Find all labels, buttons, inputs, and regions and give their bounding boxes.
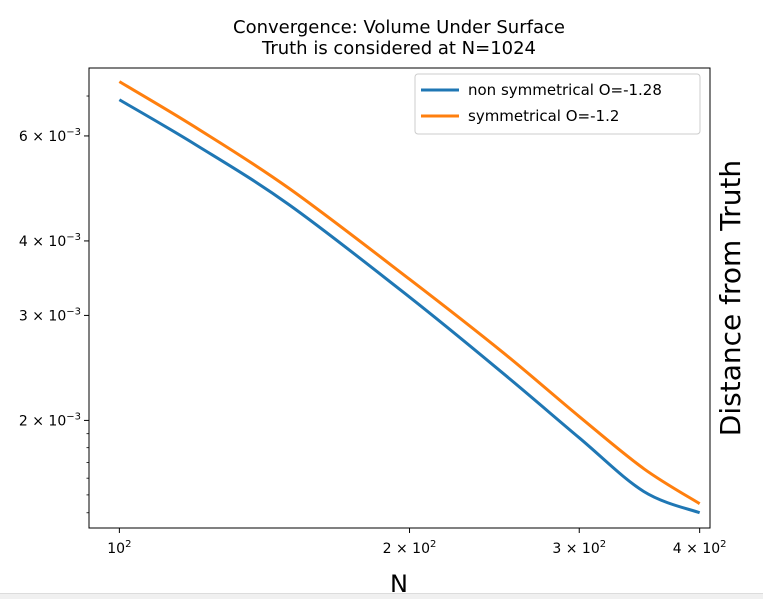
- plot-area: [88, 67, 711, 529]
- legend-box: [414, 73, 701, 135]
- y-tick-label: 4 × 10−3: [19, 232, 81, 250]
- y-axis-label: Distance from Truth: [714, 160, 747, 436]
- x-tick-label: 4 × 102: [673, 539, 727, 557]
- series-line-symmetrical: [118, 80, 701, 505]
- legend: non symmetrical O=-1.28 symmetrical O=-1…: [414, 73, 701, 135]
- x-axis-label: N: [390, 570, 408, 598]
- bottom-strip: [0, 593, 763, 599]
- y-tick-label: 6 × 10−3: [19, 127, 81, 145]
- legend-label-symmetrical: symmetrical O=-1.2: [468, 107, 619, 125]
- series-line-non-symmetrical: [118, 98, 701, 515]
- x-tick-label: 102: [107, 539, 131, 557]
- tick-group: 102 2 × 102 3 × 102 4 × 102 6 × 10−3 4 × 10−3…: [19, 95, 727, 557]
- series-group: [118, 80, 701, 515]
- x-tick-label: 2 × 102: [383, 539, 437, 557]
- y-tick-label: 2 × 10−3: [19, 411, 81, 429]
- x-tick-label: 3 × 102: [552, 539, 606, 557]
- chart-title: Convergence: Volume Under Surface: [233, 17, 565, 38]
- legend-label-non-symmetrical: non symmetrical O=-1.28: [468, 81, 662, 99]
- y-tick-label: 3 × 10−3: [19, 306, 81, 324]
- chart-subtitle: Truth is considered at N=1024: [261, 38, 536, 59]
